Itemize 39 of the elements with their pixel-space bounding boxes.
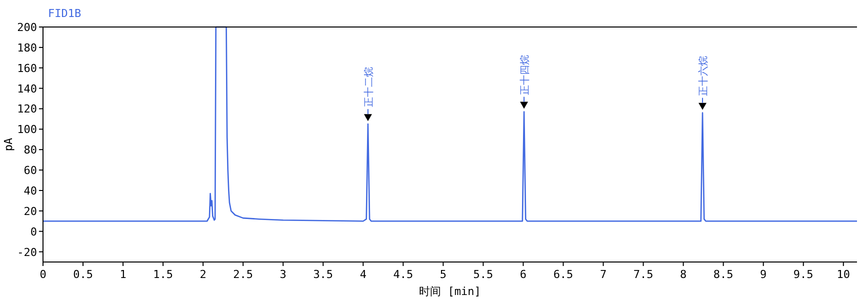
y-tick-label: 180 [17,41,37,54]
y-tick-label: 100 [17,123,37,136]
y-tick-label: 40 [24,184,37,198]
x-tick-label: 8 [680,268,687,281]
x-tick-label: 7 [600,268,607,281]
x-axis-title: 时间 [min] [419,285,481,298]
chart-title: FID1B [48,7,82,20]
x-tick-label: 7.5 [633,268,654,281]
x-tick-label: 1.5 [153,268,173,281]
annotation: 正十二烷 [362,67,375,108]
x-tick-label: 6.5 [553,268,574,281]
y-axis-title: pA [2,138,15,152]
x-tick-label: 9 [760,268,767,281]
y-tick-label: 60 [24,164,37,178]
y-tick-label: -20 [17,246,37,259]
annotation: 正十六烷 [698,56,710,96]
x-tick-label: 6 [520,268,527,281]
annotation: 正十四烷 [519,54,532,95]
x-tick-label: 3.5 [313,268,334,281]
y-tick-label: 200 [17,21,37,34]
y-tick-label: 20 [24,204,37,218]
x-tick-label: 5.5 [473,268,494,281]
x-tick-label: 9.5 [793,268,814,281]
x-tick-label: 1 [120,268,126,281]
x-tick-label: 0.5 [73,268,93,281]
y-tick-label: 160 [17,62,37,75]
x-tick-label: 10 [836,268,850,281]
y-tick-label: 0 [30,225,37,238]
x-tick-label: 4.5 [393,268,414,281]
y-tick-label: 140 [17,82,37,96]
x-tick-label: 5 [440,268,447,281]
y-tick-label: 120 [17,102,37,116]
x-tick-label: 4 [360,268,367,281]
x-tick-label: 2.5 [233,268,254,281]
x-tick-label: 3 [280,268,286,281]
x-tick-label: 2 [200,268,206,281]
x-tick-label: 8.5 [713,268,734,281]
x-tick-label: 0 [40,268,46,281]
y-tick-label: 80 [24,144,37,157]
